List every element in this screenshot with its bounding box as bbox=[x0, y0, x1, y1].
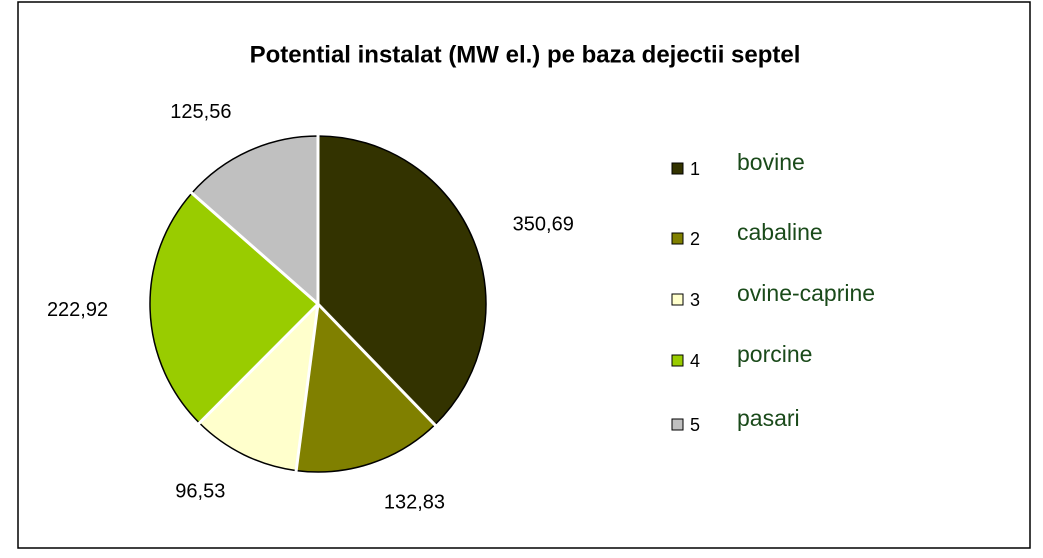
legend-name: bovine bbox=[737, 149, 805, 175]
chart-title: Potential instalat (MW el.) pe baza deje… bbox=[250, 41, 801, 68]
legend-label: 3 bbox=[690, 290, 700, 310]
pie-slice bbox=[190, 135, 319, 306]
pie-slice bbox=[295, 302, 436, 473]
legend-swatch bbox=[671, 354, 684, 367]
legend-swatch bbox=[671, 232, 684, 245]
data-label: 132,83 bbox=[384, 492, 445, 514]
legend-swatch bbox=[671, 162, 684, 175]
legend-swatch bbox=[671, 418, 684, 431]
legend-label: 1 bbox=[690, 159, 700, 179]
data-label: 96,53 bbox=[175, 481, 225, 503]
legend-name: ovine-caprine bbox=[737, 280, 875, 306]
legend-label: 4 bbox=[690, 351, 700, 371]
slice-gap bbox=[294, 303, 320, 473]
data-label: 125,56 bbox=[170, 101, 231, 123]
legend-name: cabaline bbox=[737, 219, 823, 245]
slice-gap bbox=[316, 302, 438, 428]
legend-label: 5 bbox=[690, 415, 700, 435]
legend-swatch bbox=[671, 293, 684, 306]
legend-label: 2 bbox=[690, 229, 700, 249]
legend-name: pasari bbox=[737, 405, 800, 431]
legend-name: porcine bbox=[737, 341, 812, 367]
pie-slice bbox=[317, 135, 487, 426]
slice-gap bbox=[189, 190, 319, 306]
pie-slice bbox=[198, 301, 320, 472]
data-label: 350,69 bbox=[513, 214, 574, 236]
data-label: 222,92 bbox=[47, 299, 108, 321]
pie-slice bbox=[149, 192, 320, 425]
slice-gap bbox=[196, 302, 320, 426]
